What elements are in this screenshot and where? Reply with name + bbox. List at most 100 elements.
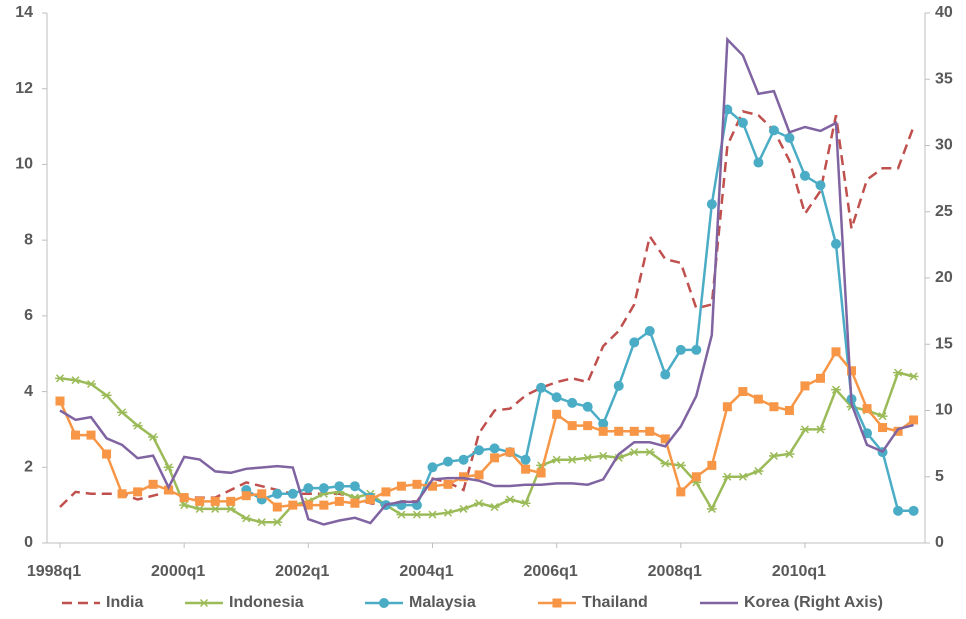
y2-tick-label: 20 bbox=[935, 269, 953, 286]
point bbox=[427, 462, 438, 473]
y2-tick-label: 35 bbox=[935, 70, 953, 87]
point bbox=[411, 510, 422, 519]
point bbox=[784, 132, 795, 143]
point-stroke bbox=[552, 455, 561, 464]
point-stroke bbox=[661, 459, 670, 468]
point bbox=[520, 499, 531, 508]
point bbox=[132, 421, 143, 430]
y-tick-label: 12 bbox=[15, 80, 33, 97]
point-stroke bbox=[521, 499, 530, 508]
point bbox=[272, 502, 282, 512]
point bbox=[909, 415, 919, 425]
point bbox=[660, 369, 671, 380]
point bbox=[148, 479, 158, 489]
point-stroke bbox=[180, 501, 189, 510]
point bbox=[629, 337, 640, 348]
point bbox=[567, 397, 578, 408]
point bbox=[489, 443, 500, 454]
point bbox=[675, 344, 686, 355]
point bbox=[133, 487, 143, 497]
point bbox=[707, 460, 717, 470]
point bbox=[753, 467, 764, 476]
point bbox=[536, 468, 546, 478]
point-stroke bbox=[273, 518, 282, 527]
y-tick-label: 4 bbox=[24, 383, 33, 400]
point bbox=[303, 500, 313, 510]
point bbox=[908, 372, 919, 381]
point bbox=[443, 479, 453, 489]
point bbox=[769, 402, 779, 412]
point bbox=[908, 505, 919, 516]
point-stroke bbox=[769, 451, 778, 460]
point-stroke bbox=[412, 510, 421, 519]
point bbox=[489, 503, 500, 512]
point bbox=[738, 387, 748, 397]
point bbox=[552, 409, 562, 419]
point-stroke bbox=[707, 504, 716, 513]
point bbox=[583, 421, 593, 431]
point-stroke bbox=[71, 376, 80, 385]
point bbox=[443, 456, 453, 467]
y2-tick-label: 30 bbox=[935, 137, 953, 154]
point-stroke bbox=[475, 499, 484, 508]
point bbox=[706, 199, 717, 210]
point-stroke bbox=[676, 461, 685, 470]
point-stroke bbox=[149, 432, 158, 442]
x-tick-label: 2010q1 bbox=[772, 563, 826, 580]
point-stroke bbox=[909, 372, 918, 381]
point bbox=[815, 425, 826, 434]
point-stroke bbox=[226, 504, 235, 513]
point bbox=[256, 518, 267, 527]
x-tick-label: 2004q1 bbox=[399, 563, 453, 580]
point bbox=[163, 463, 174, 472]
point bbox=[831, 238, 841, 249]
point bbox=[86, 430, 96, 440]
x-tick-label: 2006q1 bbox=[524, 563, 578, 580]
point bbox=[847, 366, 857, 376]
point bbox=[272, 518, 283, 527]
point-stroke bbox=[55, 374, 65, 383]
point-stroke bbox=[242, 514, 251, 523]
y2-tick-label: 10 bbox=[935, 402, 953, 419]
point-stroke bbox=[894, 368, 903, 377]
point bbox=[272, 488, 283, 499]
series-line bbox=[59, 36, 914, 526]
point bbox=[179, 501, 190, 510]
point-stroke bbox=[459, 504, 468, 513]
point-stroke bbox=[800, 425, 809, 434]
point-stroke bbox=[754, 467, 763, 476]
point bbox=[660, 459, 671, 468]
point bbox=[303, 483, 314, 494]
point-stroke bbox=[164, 463, 173, 472]
point bbox=[893, 505, 904, 516]
y2-tick-label: 0 bbox=[935, 534, 944, 551]
point bbox=[505, 495, 516, 504]
point bbox=[443, 508, 453, 517]
y-tick-label: 2 bbox=[24, 459, 33, 476]
point bbox=[70, 376, 81, 385]
point bbox=[831, 385, 841, 394]
point-stroke bbox=[583, 453, 592, 462]
point bbox=[226, 496, 236, 506]
x-tick-label: 2000q1 bbox=[151, 563, 205, 580]
y-tick-label: 8 bbox=[24, 231, 33, 248]
series-line bbox=[245, 107, 914, 513]
point-stroke bbox=[397, 510, 406, 519]
point-stroke bbox=[816, 425, 825, 434]
point bbox=[334, 496, 344, 506]
point bbox=[412, 479, 422, 489]
point bbox=[737, 117, 748, 128]
point-stroke bbox=[102, 391, 111, 400]
point bbox=[582, 401, 593, 412]
point bbox=[71, 430, 81, 440]
point-stroke bbox=[506, 495, 515, 504]
point bbox=[877, 412, 888, 421]
legend-label: Thailand bbox=[582, 594, 648, 611]
point bbox=[722, 472, 733, 481]
point bbox=[753, 157, 764, 168]
point bbox=[195, 496, 205, 506]
point bbox=[287, 488, 298, 499]
point bbox=[520, 454, 531, 465]
